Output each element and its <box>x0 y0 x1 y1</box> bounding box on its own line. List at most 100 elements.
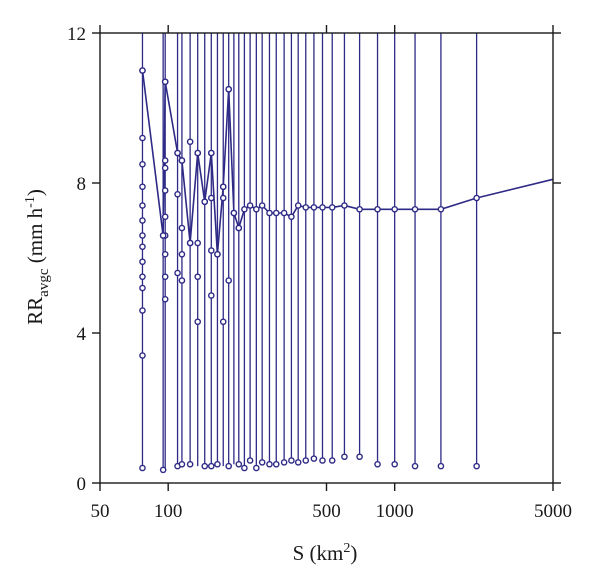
data-point <box>201 198 209 206</box>
spread-point <box>139 464 146 472</box>
data-point <box>328 204 336 211</box>
data-point <box>411 205 419 213</box>
data-point <box>230 209 238 217</box>
data-point <box>272 209 280 217</box>
spread-point <box>161 250 169 258</box>
data-point <box>374 205 381 213</box>
spread-point <box>302 457 310 464</box>
spread-point <box>139 160 146 168</box>
spread-point <box>280 459 288 466</box>
spread-point <box>178 250 186 258</box>
spread-point <box>139 202 146 209</box>
data-point <box>225 85 232 93</box>
spread-point <box>214 460 221 468</box>
spread-point <box>161 187 169 194</box>
spread-point <box>186 138 194 146</box>
spread-point <box>356 453 363 461</box>
spread-point <box>174 190 181 198</box>
spread-layer <box>141 33 478 470</box>
spread-point <box>194 273 202 281</box>
x-tick-label: 1000 <box>376 501 414 522</box>
data-point <box>356 205 363 213</box>
x-axis-title: S (km2) <box>293 541 358 565</box>
spread-point <box>161 157 169 164</box>
data-point <box>319 204 326 211</box>
spread-point <box>174 269 181 277</box>
spread-point <box>272 460 280 468</box>
data-point <box>214 250 221 258</box>
data-point <box>391 205 398 213</box>
labels-layer: S (km2) RRavgc (mm h-1) 50 100 500 1000 5000… <box>23 24 572 565</box>
y-tick-label: 0 <box>77 474 87 495</box>
data-point <box>341 202 348 209</box>
data-point <box>241 205 248 213</box>
spread-point <box>207 194 215 202</box>
spread-point <box>194 318 202 326</box>
spread-point <box>139 183 146 191</box>
data-point <box>280 209 288 217</box>
spread-point <box>186 460 194 468</box>
line-layer <box>141 70 554 255</box>
spread-point <box>288 457 295 464</box>
spread-point <box>207 247 215 254</box>
spread-point <box>374 460 381 468</box>
axes-layer <box>92 25 561 491</box>
data-point <box>139 67 146 74</box>
x-tick-label: 50 <box>91 501 110 522</box>
spread-point <box>139 273 146 281</box>
spread-point <box>473 462 480 470</box>
spread-point <box>139 284 146 292</box>
spread-point <box>161 295 169 303</box>
data-point <box>437 205 445 213</box>
data-point <box>235 224 243 232</box>
spread-point <box>328 457 336 464</box>
spread-point <box>139 243 146 251</box>
x-tick-label: 500 <box>312 501 341 522</box>
spread-point <box>207 292 215 299</box>
series-line <box>141 70 554 255</box>
data-point <box>246 202 254 209</box>
spread-point <box>139 258 146 266</box>
spread-point <box>139 134 146 142</box>
data-point <box>207 149 215 157</box>
data-point <box>159 232 167 239</box>
y-tick-label: 4 <box>77 324 87 345</box>
data-point <box>310 204 318 211</box>
y-tick-label: 8 <box>77 174 87 195</box>
data-point <box>258 202 266 209</box>
y-tick-label: 12 <box>67 24 86 45</box>
data-point <box>473 194 480 202</box>
x-tick-label: 100 <box>154 501 183 522</box>
spread-point <box>294 459 302 466</box>
spread-point <box>219 318 227 326</box>
spread-point <box>225 462 232 470</box>
spread-point <box>411 462 419 470</box>
spread-point <box>139 307 146 314</box>
data-point <box>161 78 169 86</box>
marker-layer <box>139 67 480 474</box>
spread-point <box>235 460 243 468</box>
spread-point <box>159 466 167 474</box>
spread-point <box>139 352 146 359</box>
data-point <box>219 183 227 191</box>
data-point <box>294 202 302 209</box>
data-point <box>266 209 273 217</box>
spread-point <box>161 273 169 281</box>
spread-point <box>258 459 266 466</box>
spread-point <box>139 232 146 239</box>
spread-point <box>319 457 326 464</box>
spread-point <box>341 453 348 461</box>
spread-point <box>161 164 169 172</box>
y-axis-title: RRavgc (mm h-1) <box>23 189 52 325</box>
spread-point <box>219 194 227 202</box>
spread-point <box>161 213 169 221</box>
spread-point <box>207 462 215 470</box>
spread-point <box>225 277 232 284</box>
data-point <box>194 149 202 157</box>
data-point <box>186 239 194 247</box>
spread-point <box>178 277 186 284</box>
x-tick-label: 5000 <box>534 501 572 522</box>
data-point <box>174 149 181 157</box>
spread-point <box>201 462 209 470</box>
